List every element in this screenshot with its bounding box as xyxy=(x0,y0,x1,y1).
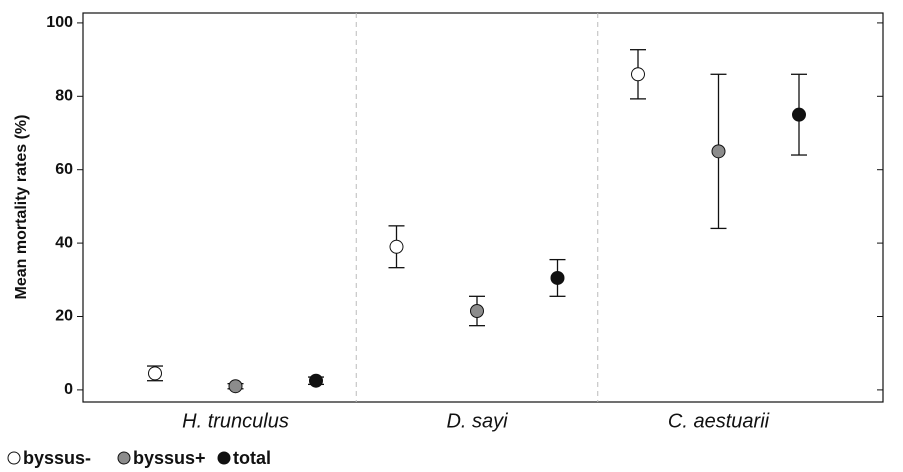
x-tick-label: D. sayi xyxy=(446,410,508,432)
dot xyxy=(148,366,162,381)
y-tick-label: 20 xyxy=(55,308,73,325)
y-tick-label: 0 xyxy=(64,381,73,398)
plot-frame xyxy=(82,12,884,403)
dot xyxy=(389,239,404,254)
dot xyxy=(228,379,243,394)
dot xyxy=(631,67,645,82)
y-tick-label: 40 xyxy=(55,234,73,251)
y-tick-label: 60 xyxy=(55,161,73,178)
dot xyxy=(550,270,565,285)
dot xyxy=(711,144,726,159)
y-tick-label: 100 xyxy=(46,14,73,31)
dot xyxy=(470,303,484,318)
legend-label: byssus+ xyxy=(133,448,206,468)
legend-marker xyxy=(7,451,21,465)
legend-marker xyxy=(117,451,131,465)
y-axis-label: Mean mortality rates (%) xyxy=(13,115,30,300)
x-tick-label: H. trunculus xyxy=(182,410,289,432)
legend-label: total xyxy=(233,448,271,468)
legend-label: byssus- xyxy=(23,448,91,468)
dot xyxy=(792,107,806,122)
y-tick-label: 80 xyxy=(55,88,73,105)
dot xyxy=(309,373,323,388)
x-tick-label: C. aestuarii xyxy=(668,410,770,432)
legend-marker xyxy=(217,451,231,465)
